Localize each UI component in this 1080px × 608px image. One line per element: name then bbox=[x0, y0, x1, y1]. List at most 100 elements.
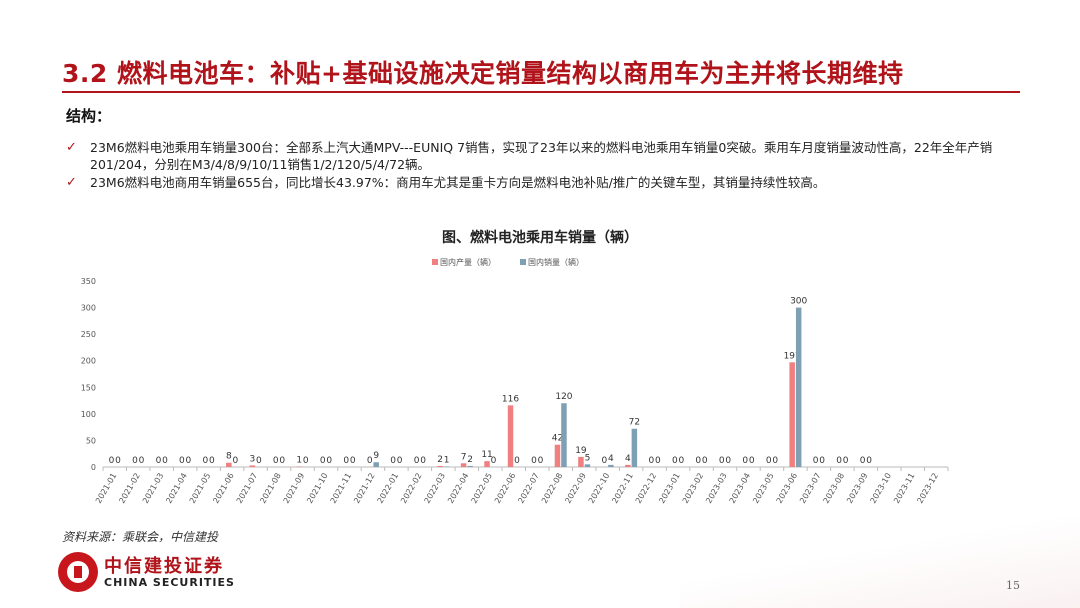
x-tick-label: 2023-01 bbox=[657, 472, 682, 505]
x-tick-label: 2021-12 bbox=[352, 472, 377, 505]
background-decoration bbox=[680, 518, 1080, 608]
x-tick-label: 2022-01 bbox=[376, 472, 401, 505]
x-tick-label: 2023-12 bbox=[915, 472, 940, 505]
x-tick-label: 2021-04 bbox=[164, 472, 189, 505]
data-label: 0 bbox=[350, 456, 356, 466]
x-tick-label: 2022-08 bbox=[540, 472, 565, 505]
data-label: 0 bbox=[256, 456, 262, 466]
data-label: 0 bbox=[538, 456, 544, 466]
data-label: 0 bbox=[209, 456, 215, 466]
bar bbox=[554, 444, 561, 467]
x-tick-label: 2022-12 bbox=[634, 472, 659, 505]
x-tick-label: 2021-10 bbox=[305, 472, 330, 505]
data-label: 0 bbox=[702, 456, 708, 466]
data-label: 72 bbox=[629, 418, 640, 428]
x-tick-label: 2023-06 bbox=[775, 472, 800, 505]
data-label: 120 bbox=[555, 392, 572, 402]
y-tick-label: 0 bbox=[91, 463, 96, 472]
data-label: 0 bbox=[303, 456, 309, 466]
bullet-item: ✓ 23M6燃料电池商用车销量655台，同比增长43.97%：商用车尤其是重卡方… bbox=[66, 174, 1026, 191]
data-label: 2 bbox=[437, 455, 443, 465]
data-label: 3 bbox=[249, 454, 255, 464]
y-tick-label: 50 bbox=[86, 436, 96, 445]
data-label: 0 bbox=[414, 456, 420, 466]
bar bbox=[373, 462, 379, 467]
data-label: 5 bbox=[585, 453, 591, 463]
x-tick-label: 2022-10 bbox=[587, 472, 612, 505]
data-label: 0 bbox=[162, 456, 168, 466]
x-tick-label: 2023-05 bbox=[751, 472, 776, 505]
data-label: 0 bbox=[279, 456, 285, 466]
page-number: 15 bbox=[1006, 579, 1020, 592]
x-tick-label: 2021-07 bbox=[235, 472, 260, 505]
data-label: 2 bbox=[467, 455, 473, 465]
data-label: 300 bbox=[790, 297, 807, 307]
data-label: 9 bbox=[373, 451, 379, 461]
data-label: 1 bbox=[444, 455, 450, 465]
bar bbox=[226, 462, 232, 467]
x-tick-label: 2021-08 bbox=[258, 472, 283, 505]
bullet-text: 23M6燃料电池商用车销量655台，同比增长43.97%：商用车尤其是重卡方向是… bbox=[90, 175, 826, 190]
logo-name-en: CHINA SECURITIES bbox=[104, 576, 235, 589]
x-tick-label: 2023-04 bbox=[728, 472, 753, 505]
data-label: 19 bbox=[575, 446, 587, 456]
source-note: 资料来源：乘联会，中信建投 bbox=[62, 530, 219, 544]
bar bbox=[631, 428, 638, 467]
bar bbox=[608, 464, 614, 467]
data-label: 0 bbox=[132, 456, 138, 466]
data-label: 0 bbox=[843, 456, 849, 466]
x-tick-label: 2023-11 bbox=[892, 472, 917, 505]
x-tick-label: 2021-05 bbox=[188, 472, 213, 505]
data-label: 197 bbox=[784, 351, 801, 361]
y-tick-label: 300 bbox=[81, 304, 96, 313]
y-tick-label: 350 bbox=[81, 277, 96, 286]
x-tick-label: 2022-04 bbox=[446, 472, 471, 505]
data-label: 0 bbox=[343, 456, 349, 466]
data-label: 0 bbox=[749, 456, 755, 466]
data-label: 0 bbox=[491, 456, 497, 466]
data-label: 0 bbox=[514, 456, 520, 466]
bar bbox=[296, 466, 303, 467]
data-label: 0 bbox=[139, 456, 145, 466]
data-label: 4 bbox=[625, 454, 631, 464]
data-label: 1 bbox=[296, 455, 302, 465]
data-label: 7 bbox=[461, 452, 467, 462]
y-tick-label: 100 bbox=[81, 410, 96, 419]
x-tick-label: 2022-09 bbox=[563, 472, 588, 505]
data-label: 0 bbox=[326, 456, 332, 466]
x-tick-label: 2023-08 bbox=[822, 472, 847, 505]
x-tick-label: 2021-03 bbox=[141, 472, 166, 505]
x-tick-label: 2021-02 bbox=[117, 472, 142, 505]
data-label: 0 bbox=[115, 456, 121, 466]
bullet-item: ✓ 23M6燃料电池乘用车销量300台：全部系上汽大通MPV---EUNIQ 7… bbox=[66, 139, 1026, 173]
section-heading: 结构： bbox=[66, 107, 112, 125]
bar bbox=[795, 307, 802, 467]
data-label: 0 bbox=[678, 456, 684, 466]
bullet-list: ✓ 23M6燃料电池乘用车销量300台：全部系上汽大通MPV---EUNIQ 7… bbox=[66, 139, 1026, 192]
bar bbox=[249, 465, 256, 467]
x-tick-label: 2023-09 bbox=[845, 472, 870, 505]
data-label: 0 bbox=[602, 456, 608, 466]
bar bbox=[437, 465, 443, 467]
x-tick-label: 2022-03 bbox=[423, 472, 448, 505]
data-label: 42 bbox=[552, 434, 563, 444]
x-tick-label: 2021-06 bbox=[211, 472, 236, 505]
x-tick-label: 2021-01 bbox=[94, 472, 119, 505]
logo-name-cn: 中信建投证券 bbox=[104, 556, 224, 577]
x-tick-label: 2021-09 bbox=[282, 472, 307, 505]
bar bbox=[625, 464, 631, 467]
data-label: 0 bbox=[695, 456, 701, 466]
y-tick-label: 250 bbox=[81, 330, 96, 339]
data-label: 0 bbox=[866, 456, 872, 466]
data-label: 0 bbox=[420, 456, 426, 466]
data-label: 0 bbox=[390, 456, 396, 466]
legend-label: 国内产量（辆） bbox=[440, 257, 496, 267]
data-label: 0 bbox=[397, 456, 403, 466]
x-tick-label: 2021-11 bbox=[329, 472, 354, 505]
x-tick-label: 2023-02 bbox=[681, 472, 706, 505]
data-label: 0 bbox=[772, 456, 778, 466]
bar bbox=[584, 464, 591, 467]
data-label: 0 bbox=[766, 456, 772, 466]
bar bbox=[460, 463, 467, 467]
